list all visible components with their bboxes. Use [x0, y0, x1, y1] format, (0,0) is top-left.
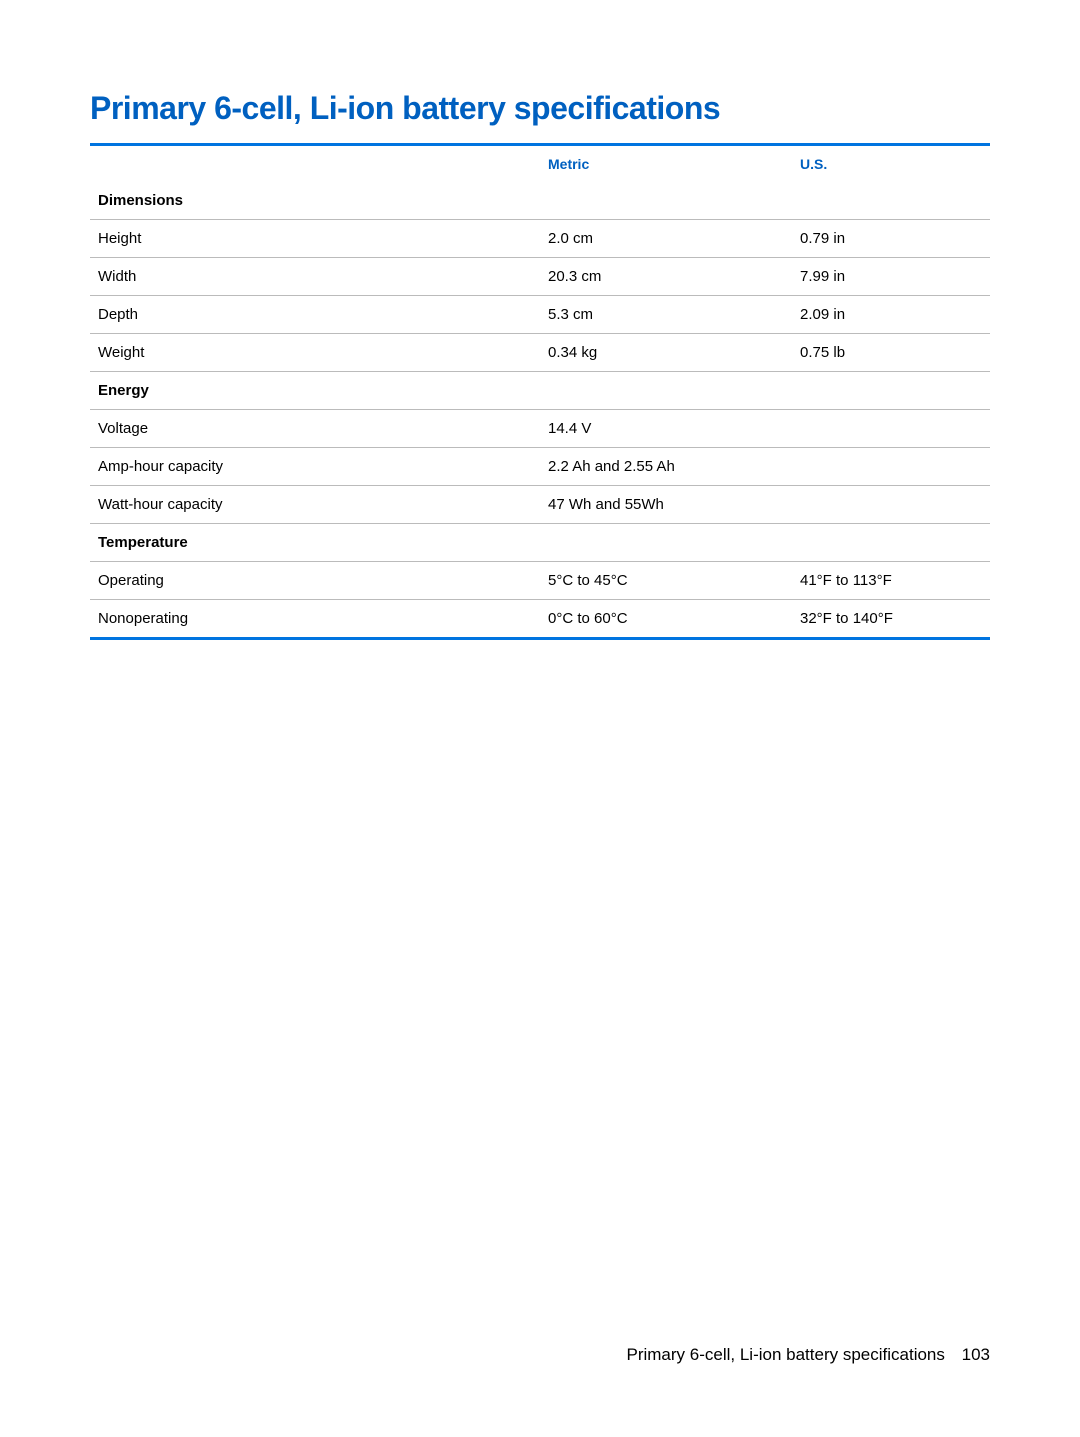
cell-label: Operating: [90, 562, 540, 600]
page-footer: Primary 6-cell, Li-ion battery specifica…: [626, 1345, 990, 1365]
cell-us: 41°F to 113°F: [792, 562, 990, 600]
table-row: Operating5°C to 45°C41°F to 113°F: [90, 562, 990, 600]
cell-metric: 2.0 cm: [540, 220, 792, 258]
cell-us: [792, 410, 990, 448]
cell-metric: 47 Wh and 55Wh: [540, 486, 792, 524]
col-header-metric: Metric: [540, 145, 792, 183]
table-row: Depth5.3 cm2.09 in: [90, 296, 990, 334]
spec-table: Metric U.S. DimensionsHeight2.0 cm0.79 i…: [90, 143, 990, 640]
cell-label: Watt-hour capacity: [90, 486, 540, 524]
footer-page-number: 103: [962, 1345, 990, 1364]
cell-metric: 0°C to 60°C: [540, 600, 792, 639]
table-section-row: Energy: [90, 372, 990, 410]
cell-us: 0.75 lb: [792, 334, 990, 372]
cell-label: Depth: [90, 296, 540, 334]
col-header-us: U.S.: [792, 145, 990, 183]
cell-label: Voltage: [90, 410, 540, 448]
cell-metric: 5.3 cm: [540, 296, 792, 334]
cell-label: Amp-hour capacity: [90, 448, 540, 486]
col-header-label: [90, 145, 540, 183]
cell-us: 0.79 in: [792, 220, 990, 258]
cell-metric: 14.4 V: [540, 410, 792, 448]
table-row: Height2.0 cm0.79 in: [90, 220, 990, 258]
cell-us: 2.09 in: [792, 296, 990, 334]
cell-metric: 0.34 kg: [540, 334, 792, 372]
table-row: Width20.3 cm7.99 in: [90, 258, 990, 296]
cell-label: Weight: [90, 334, 540, 372]
cell-label: Nonoperating: [90, 600, 540, 639]
table-row: Watt-hour capacity47 Wh and 55Wh: [90, 486, 990, 524]
cell-metric: 2.2 Ah and 2.55 Ah: [540, 448, 792, 486]
cell-metric: 20.3 cm: [540, 258, 792, 296]
table-section-row: Dimensions: [90, 182, 990, 220]
cell-label: Width: [90, 258, 540, 296]
section-title: Dimensions: [90, 182, 990, 220]
table-row: Weight0.34 kg0.75 lb: [90, 334, 990, 372]
table-row: Amp-hour capacity2.2 Ah and 2.55 Ah: [90, 448, 990, 486]
cell-us: [792, 486, 990, 524]
spec-table-body: DimensionsHeight2.0 cm0.79 inWidth20.3 c…: [90, 182, 990, 639]
table-row: Voltage14.4 V: [90, 410, 990, 448]
cell-us: 32°F to 140°F: [792, 600, 990, 639]
footer-text: Primary 6-cell, Li-ion battery specifica…: [626, 1345, 944, 1364]
cell-us: [792, 448, 990, 486]
cell-us: 7.99 in: [792, 258, 990, 296]
table-header-row: Metric U.S.: [90, 145, 990, 183]
section-title: Temperature: [90, 524, 990, 562]
table-row: Nonoperating0°C to 60°C32°F to 140°F: [90, 600, 990, 639]
document-page: Primary 6-cell, Li-ion battery specifica…: [0, 0, 1080, 640]
page-title: Primary 6-cell, Li-ion battery specifica…: [90, 90, 990, 127]
section-title: Energy: [90, 372, 990, 410]
cell-metric: 5°C to 45°C: [540, 562, 792, 600]
table-section-row: Temperature: [90, 524, 990, 562]
cell-label: Height: [90, 220, 540, 258]
